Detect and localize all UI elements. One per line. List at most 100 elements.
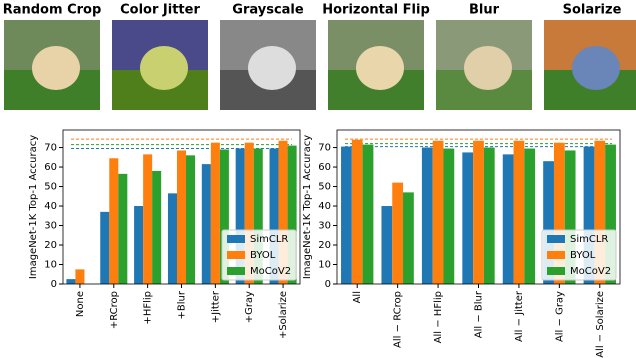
image-dog	[356, 46, 404, 90]
x-tick-label: +Jitter	[210, 290, 221, 323]
bar	[109, 158, 119, 284]
bar	[564, 150, 576, 284]
bar	[553, 142, 565, 284]
x-tick-label: +HFlip	[143, 291, 154, 325]
y-axis-label: ImageNet-1K Top-1 Accuracy	[28, 135, 39, 279]
bar	[502, 154, 514, 284]
legend-label: BYOL	[570, 250, 596, 261]
bar	[100, 211, 110, 284]
bar	[210, 142, 220, 284]
bar	[392, 182, 404, 284]
y-tick-label: 20	[318, 240, 331, 251]
bar	[66, 279, 76, 284]
bar	[583, 146, 595, 284]
bar	[287, 145, 297, 284]
augmentation-label: Random Crop	[3, 3, 102, 18]
bar	[594, 140, 606, 284]
bar	[219, 149, 229, 284]
y-tick-label: 10	[44, 260, 57, 271]
y-tick-label: 70	[318, 143, 331, 154]
bar	[167, 193, 177, 284]
bar	[362, 144, 374, 284]
augmentation-image	[112, 20, 208, 110]
image-dog	[140, 46, 188, 90]
bar	[473, 140, 484, 284]
augmentation-label: Blur	[469, 3, 500, 18]
image-dog	[248, 46, 296, 90]
y-tick-label: 70	[44, 143, 57, 154]
bar	[443, 148, 455, 284]
legend-label: SimCLR	[570, 234, 608, 245]
legend-label: MoCoV2	[570, 266, 611, 277]
x-tick-label: All	[352, 291, 363, 303]
legend-swatch	[227, 235, 245, 243]
x-tick-label: All − HFlip	[433, 291, 444, 343]
legend-label: SimCLR	[250, 234, 288, 245]
bar	[605, 144, 616, 284]
image-dog	[464, 46, 512, 90]
bar	[134, 206, 144, 284]
bar	[176, 150, 187, 284]
bar	[186, 155, 196, 284]
y-tick-label: 50	[318, 182, 331, 193]
augmentation-image	[544, 20, 636, 110]
bar	[351, 139, 363, 284]
x-tick-label: All − Jitter	[514, 290, 525, 342]
x-tick-label: +RCrop	[109, 291, 120, 329]
legend-swatch	[547, 235, 565, 243]
y-tick-label: 60	[318, 162, 331, 173]
augmentation-image	[4, 20, 100, 110]
augmentation-image	[436, 20, 532, 110]
bar	[381, 206, 393, 284]
bar	[278, 140, 288, 284]
legend-swatch	[547, 251, 565, 259]
legend-swatch	[227, 267, 245, 275]
x-tick-label: None	[75, 291, 86, 317]
legend-swatch	[547, 267, 565, 275]
bar	[75, 269, 85, 284]
y-tick-label: 30	[318, 221, 331, 232]
y-tick-label: 20	[44, 240, 57, 251]
legend-swatch	[227, 251, 245, 259]
bar	[152, 170, 162, 284]
image-dog	[572, 46, 620, 90]
x-tick-label: All − Gray	[554, 291, 565, 342]
y-axis-label: ImageNet-1K Top-1 Accuracy	[302, 135, 313, 279]
bar	[513, 140, 525, 284]
bar	[543, 161, 554, 284]
y-tick-label: 30	[44, 221, 57, 232]
bar	[118, 173, 128, 284]
x-tick-label: All − Blur	[474, 290, 485, 338]
augmentation-image	[328, 20, 424, 110]
bar	[403, 192, 414, 284]
y-tick-label: 50	[44, 182, 57, 193]
x-tick-label: All − RCrop	[393, 291, 404, 348]
legend-label: MoCoV2	[250, 266, 291, 277]
bar	[462, 152, 474, 284]
y-tick-label: 10	[318, 260, 331, 271]
bar	[421, 147, 433, 284]
y-tick-label: 40	[44, 201, 57, 212]
x-tick-label: +Solarize	[278, 291, 289, 339]
bar	[483, 147, 495, 284]
y-tick-label: 0	[325, 279, 331, 290]
augmentation-label: Horizontal Flip	[322, 3, 430, 18]
bar	[143, 154, 153, 284]
bar	[201, 164, 211, 284]
y-tick-label: 0	[51, 279, 57, 290]
bar	[341, 146, 352, 284]
x-tick-label: +Gray	[244, 291, 255, 323]
bar	[524, 148, 536, 284]
bar	[432, 140, 444, 284]
augmentation-label: Solarize	[563, 3, 622, 18]
augmentation-label: Color Jitter	[120, 3, 200, 18]
augmentation-label: Grayscale	[232, 3, 304, 18]
x-tick-label: All − Solarize	[595, 291, 606, 358]
x-tick-label: +Blur	[177, 290, 188, 319]
bar	[269, 148, 279, 284]
plot-frame	[336, 129, 621, 285]
bar	[253, 148, 263, 284]
image-dog	[32, 46, 80, 90]
bar	[235, 148, 245, 284]
